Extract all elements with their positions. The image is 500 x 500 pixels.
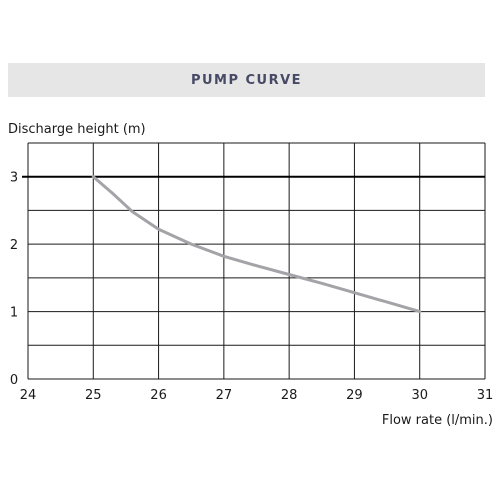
chart-title-bar: PUMP CURVE: [8, 63, 485, 97]
y-axis-ticks: 0 1 2 3: [10, 171, 18, 388]
x-tick-label: 27: [216, 388, 233, 403]
x-axis-ticks: 24 25 26 27 28 29 30 31: [20, 388, 494, 403]
x-tick-label: 31: [477, 388, 494, 403]
y-tick-label: 2: [10, 238, 18, 253]
x-tick-label: 30: [411, 388, 428, 403]
y-tick-label: 1: [10, 306, 18, 321]
x-tick-label: 29: [346, 388, 363, 403]
x-tick-label: 26: [150, 388, 167, 403]
x-tick-label: 28: [281, 388, 298, 403]
x-tick-label: 24: [20, 388, 37, 403]
y-tick-label: 0: [10, 373, 18, 388]
grid: [27, 142, 486, 380]
x-tick-label: 25: [85, 388, 102, 403]
y-axis-label: Discharge height (m): [8, 122, 146, 137]
y-tick-label: 3: [10, 171, 18, 186]
x-axis-label: Flow rate (l/min.): [382, 413, 493, 428]
pump-curve-line: [91, 175, 422, 314]
chart-title: PUMP CURVE: [190, 72, 303, 88]
series-group: [91, 175, 422, 314]
